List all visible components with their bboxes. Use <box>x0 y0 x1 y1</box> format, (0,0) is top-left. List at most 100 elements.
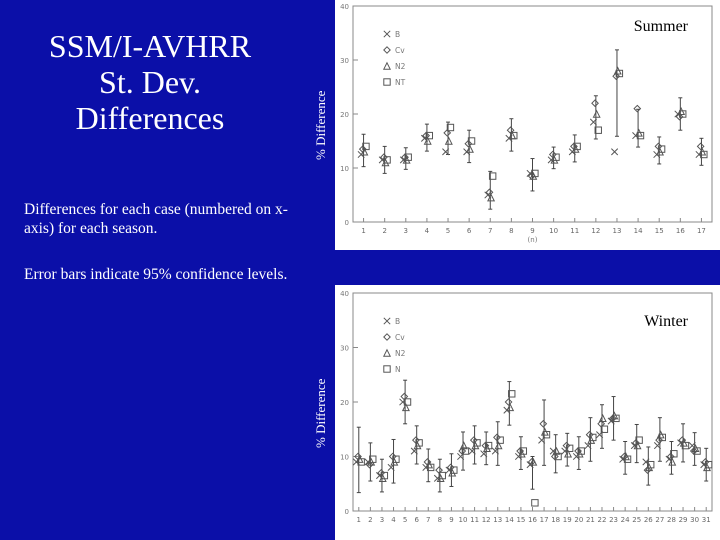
summer-point-cv <box>612 72 621 81</box>
winter-point-cv <box>666 452 675 461</box>
winter-point-cv <box>643 466 652 475</box>
winter-point-n <box>357 458 365 466</box>
winter-point-cv <box>539 419 548 428</box>
title-line-3: Differences <box>75 100 225 136</box>
winter-y-tick-label: 10 <box>340 454 349 462</box>
winter-point-n2 <box>552 446 561 455</box>
winter-x-tick-label: 3 <box>380 516 384 524</box>
winter-x-tick-label: 2 <box>368 516 372 524</box>
summer-point-nt <box>467 137 476 145</box>
winter-point-n <box>519 447 528 455</box>
winter-x-tick-label: 5 <box>403 516 407 524</box>
winter-x-tick-label: 29 <box>679 516 688 524</box>
summer-point-nt <box>657 145 666 153</box>
summer-x-tick-label: 16 <box>676 227 685 235</box>
winter-point-n <box>438 471 446 480</box>
winter-x-tick-label: 25 <box>632 516 641 524</box>
winter-x-tick-label: 31 <box>702 516 711 524</box>
winter-point-n2 <box>529 457 538 466</box>
winter-point-n <box>508 390 516 398</box>
winter-x-tick-label: 28 <box>667 516 676 524</box>
winter-legend-label: Cv <box>395 333 405 342</box>
winter-x-tick-label: 23 <box>609 516 618 524</box>
summer-chart-title: Summer <box>633 18 688 35</box>
winter-point-n2 <box>506 403 515 412</box>
winter-point-cv <box>504 398 513 406</box>
summer-point-cv <box>443 128 452 137</box>
winter-point-n <box>531 499 539 507</box>
summer-x-tick-label: 6 <box>467 227 472 235</box>
winter-point-n <box>658 433 666 442</box>
winter-x-tick-label: 9 <box>449 516 453 524</box>
winter-point-n <box>496 436 504 444</box>
summer-y-tick-label: 0 <box>345 219 349 227</box>
summer-legend-label: NT <box>395 78 406 87</box>
title-line-1: SSM/I-AVHRR <box>48 28 252 64</box>
summer-point-nt <box>573 142 581 151</box>
winter-point-n2 <box>633 441 642 450</box>
winter-point-n <box>461 447 470 455</box>
winter-point-n <box>693 447 701 455</box>
winter-point-n <box>704 460 713 469</box>
winter-point-n <box>484 441 493 450</box>
winter-x-tick-label: 26 <box>644 516 653 524</box>
summer-point-nt <box>552 153 560 161</box>
summer-point-cv <box>464 139 473 148</box>
winter-x-tick-label: 13 <box>493 516 502 524</box>
winter-point-n2 <box>668 457 677 466</box>
winter-x-tick-label: 8 <box>438 516 442 524</box>
winter-x-tick-label: 14 <box>505 516 514 524</box>
summer-y-tick-label: 40 <box>340 3 349 11</box>
summer-x-tick-label: 14 <box>634 227 643 235</box>
winter-x-tick-label: 10 <box>459 516 468 524</box>
summer-point-n2 <box>487 193 496 202</box>
winter-x-tick-label: 15 <box>516 516 525 524</box>
winter-x-tick-label: 6 <box>414 516 419 524</box>
summer-point-b <box>611 148 619 156</box>
summer-x-tick-label: 11 <box>570 227 579 235</box>
winter-point-cv <box>655 436 663 445</box>
summer-point-nt <box>362 142 370 151</box>
winter-point-n <box>670 450 678 458</box>
summer-legend-label: B <box>395 30 400 39</box>
winter-x-tick-label: 7 <box>426 516 430 524</box>
winter-point-cv <box>365 460 374 469</box>
winter-x-tick-label: 20 <box>574 516 583 524</box>
summer-point-n2 <box>613 66 622 75</box>
summer-point-nt <box>425 131 434 140</box>
winter-point-n <box>426 463 435 472</box>
winter-point-n2 <box>564 449 573 458</box>
winter-point-n <box>369 455 377 463</box>
summer-x-tick-label: 4 <box>425 227 430 235</box>
summer-x-tick-label: 5 <box>446 227 450 235</box>
winter-y-tick-label: 20 <box>340 399 349 407</box>
winter-point-n <box>647 460 655 469</box>
winter-point-n <box>612 414 620 423</box>
summer-point-cv <box>696 142 705 151</box>
summer-chart-panel: 0 10 20 30 40 1 2 3 4 5 6 7 8 9 10 11 12 13 14 15 16 17 (n) B Cv… <box>335 0 720 250</box>
summer-x-tick-label: 8 <box>509 227 513 235</box>
summer-y-tick-label: 30 <box>340 57 349 65</box>
summer-x-tick-label: 13 <box>613 227 622 235</box>
summer-point-nt <box>679 110 687 118</box>
summer-point-nt <box>446 123 455 132</box>
winter-point-n <box>554 452 562 461</box>
slide-title: SSM/I-AVHRR St. Dev. Differences <box>30 28 270 136</box>
summer-x-tick-label: 12 <box>591 227 600 235</box>
winter-x-tick-label: 19 <box>563 516 572 524</box>
winter-y-tick-label: 40 <box>340 290 349 298</box>
winter-y-axis-label: % Difference <box>313 378 328 448</box>
winter-point-n <box>380 471 389 480</box>
summer-x-tick-label: 3 <box>404 227 408 235</box>
summer-legend-label: Cv <box>395 46 405 55</box>
winter-point-n <box>473 439 481 447</box>
summer-legend-marker <box>382 61 392 70</box>
winter-point-n <box>403 398 412 406</box>
winter-point-n <box>542 431 551 439</box>
winter-legend-marker <box>383 365 391 373</box>
summer-x-tick-label: 17 <box>697 227 706 235</box>
winter-legend-marker <box>382 348 392 357</box>
winter-point-n2 <box>494 441 503 450</box>
summer-point-cv <box>591 99 599 108</box>
